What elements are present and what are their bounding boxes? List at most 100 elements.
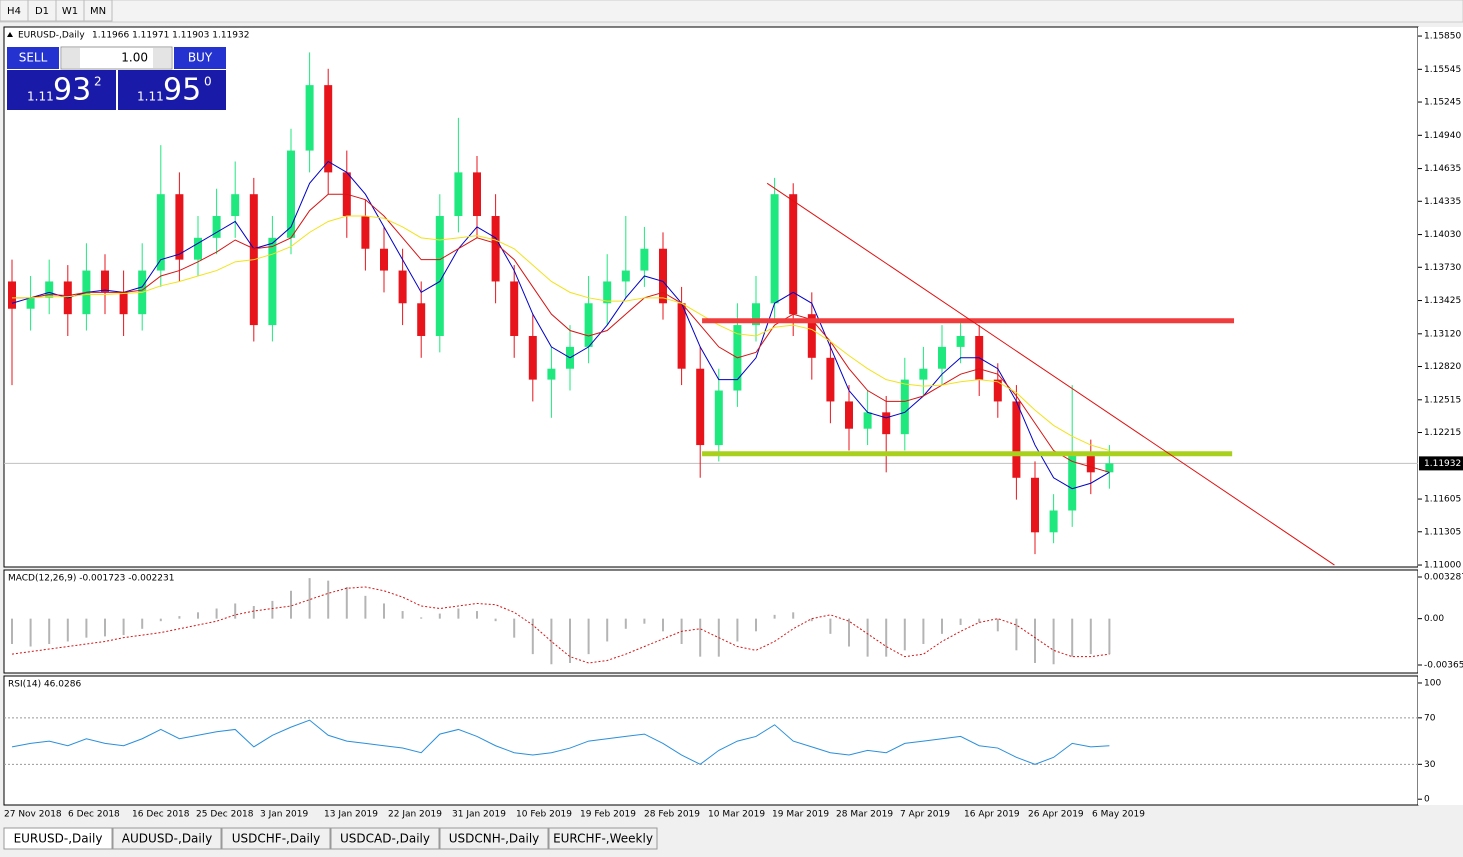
- bid-big: 93: [53, 73, 91, 108]
- buy-label: BUY: [188, 51, 213, 65]
- candle-body: [993, 379, 1002, 402]
- rsi-tick-label: 100: [1424, 678, 1441, 688]
- candle-body: [194, 237, 202, 260]
- candle-body: [1068, 455, 1077, 511]
- date-label: 6 May 2019: [1092, 810, 1145, 820]
- candle-body: [473, 172, 481, 217]
- candle-body: [770, 194, 779, 304]
- candle-body: [212, 216, 221, 238]
- candle-body: [156, 194, 165, 271]
- candle-body: [714, 390, 723, 446]
- symbol-tab-label: EURCHF-,Weekly: [553, 832, 653, 846]
- candle-body: [175, 194, 184, 260]
- date-label: 27 Nov 2018: [4, 810, 62, 820]
- date-label: 10 Mar 2019: [708, 810, 765, 820]
- symbol-tab[interactable]: [112, 827, 222, 850]
- lot-value: 1.00: [121, 51, 148, 65]
- y-tick-label: 1.12215: [1424, 428, 1461, 438]
- ask-box[interactable]: [118, 70, 226, 110]
- candle-body: [8, 281, 16, 309]
- y-tick-label: 1.11000: [1424, 561, 1461, 571]
- date-label: 13 Jan 2019: [324, 810, 378, 820]
- date-label: 10 Feb 2019: [516, 810, 572, 820]
- lot-down[interactable]: [62, 48, 80, 68]
- moving-average: [12, 215, 1110, 451]
- candle-body: [417, 303, 426, 336]
- y-tick-label: 1.14030: [1424, 230, 1461, 240]
- date-label: 16 Apr 2019: [964, 810, 1020, 820]
- y-tick-label: 1.15245: [1424, 98, 1461, 108]
- symbol-tab[interactable]: [330, 827, 440, 850]
- rsi-label: RSI(14) 46.0286: [8, 680, 81, 690]
- symbol-tab[interactable]: [221, 827, 331, 850]
- ask-big: 95: [163, 73, 201, 108]
- candle-body: [547, 368, 556, 380]
- rsi-tick-label: 30: [1424, 760, 1436, 770]
- rsi-panel: [3, 675, 1419, 806]
- timeframe-label: MN: [90, 6, 106, 17]
- macd-tick-label: -0.003659: [1424, 661, 1463, 671]
- collapse-icon[interactable]: [7, 32, 13, 37]
- ohlc-prices: 1.11966 1.11971 1.11903 1.11932: [92, 31, 249, 41]
- sell-button[interactable]: [7, 47, 59, 69]
- candle-body: [863, 412, 872, 429]
- symbol-tab-label: USDCNH-,Daily: [449, 832, 540, 846]
- candle-body: [26, 297, 35, 309]
- candle-body: [603, 281, 612, 304]
- bid-box[interactable]: [7, 70, 116, 110]
- candle-body: [696, 368, 705, 446]
- candle-body: [1105, 463, 1114, 473]
- date-label: 28 Feb 2019: [644, 810, 700, 820]
- candle-body: [510, 281, 519, 336]
- candle-body: [752, 303, 760, 326]
- ask-prefix: 1.11: [137, 90, 164, 104]
- timeframe-label: W1: [62, 6, 78, 17]
- lot-field[interactable]: [60, 46, 173, 70]
- symbol-tab-label: USDCAD-,Daily: [340, 832, 430, 846]
- date-label: 16 Dec 2018: [132, 810, 190, 820]
- main-panel: [3, 26, 1419, 568]
- y-tick-label: 1.14940: [1424, 131, 1461, 141]
- trade-panel: SELL 1.00 BUY 1.11 93 2 1.11 95 0: [7, 46, 226, 110]
- y-tick-label: 1.13120: [1424, 329, 1461, 339]
- timeframe-label: H4: [7, 6, 21, 17]
- candle-body: [1031, 477, 1039, 533]
- symbol-tab[interactable]: [548, 827, 658, 850]
- y-tick-label: 1.15545: [1424, 65, 1461, 75]
- macd-panel: [3, 569, 1419, 674]
- symbol: EURUSD-,Daily: [18, 31, 85, 41]
- buy-button[interactable]: [174, 47, 226, 69]
- current-price-box: [1419, 456, 1463, 471]
- candle-body: [1049, 510, 1058, 533]
- date-label: 31 Jan 2019: [452, 810, 506, 820]
- toolbar: [0, 0, 1463, 23]
- candle-body: [454, 172, 463, 217]
- symbol-tab[interactable]: [439, 827, 549, 850]
- rsi-tick-label: 0: [1424, 795, 1430, 805]
- macd-label: MACD(12,26,9) -0.001723 -0.002231: [8, 574, 174, 584]
- y-tick-label: 1.13730: [1424, 263, 1461, 273]
- timeframe-label: D1: [35, 6, 49, 17]
- symbol-tab-label: EURUSD-,Daily: [14, 832, 103, 846]
- candle-body: [361, 216, 370, 249]
- symbol-tab[interactable]: [3, 827, 113, 850]
- ask-small: 0: [204, 75, 212, 89]
- candle-body: [845, 401, 853, 429]
- candle-body: [677, 303, 686, 369]
- candle-body: [789, 194, 798, 315]
- date-label: 25 Dec 2018: [196, 810, 254, 820]
- lot-up[interactable]: [153, 48, 171, 68]
- candle-body: [640, 248, 649, 271]
- candle-body: [268, 237, 277, 326]
- bid-small: 2: [94, 75, 102, 89]
- moving-average: [12, 193, 1110, 473]
- macd-signal: [11, 586, 1110, 664]
- candle-body: [584, 303, 593, 347]
- date-label: 6 Dec 2018: [68, 810, 120, 820]
- timeframe-tab[interactable]: [83, 0, 113, 22]
- date-label: 19 Feb 2019: [580, 810, 636, 820]
- candle-body: [919, 368, 928, 380]
- date-label: 22 Jan 2019: [388, 810, 442, 820]
- candle-body: [491, 216, 500, 282]
- candle-body: [231, 194, 240, 217]
